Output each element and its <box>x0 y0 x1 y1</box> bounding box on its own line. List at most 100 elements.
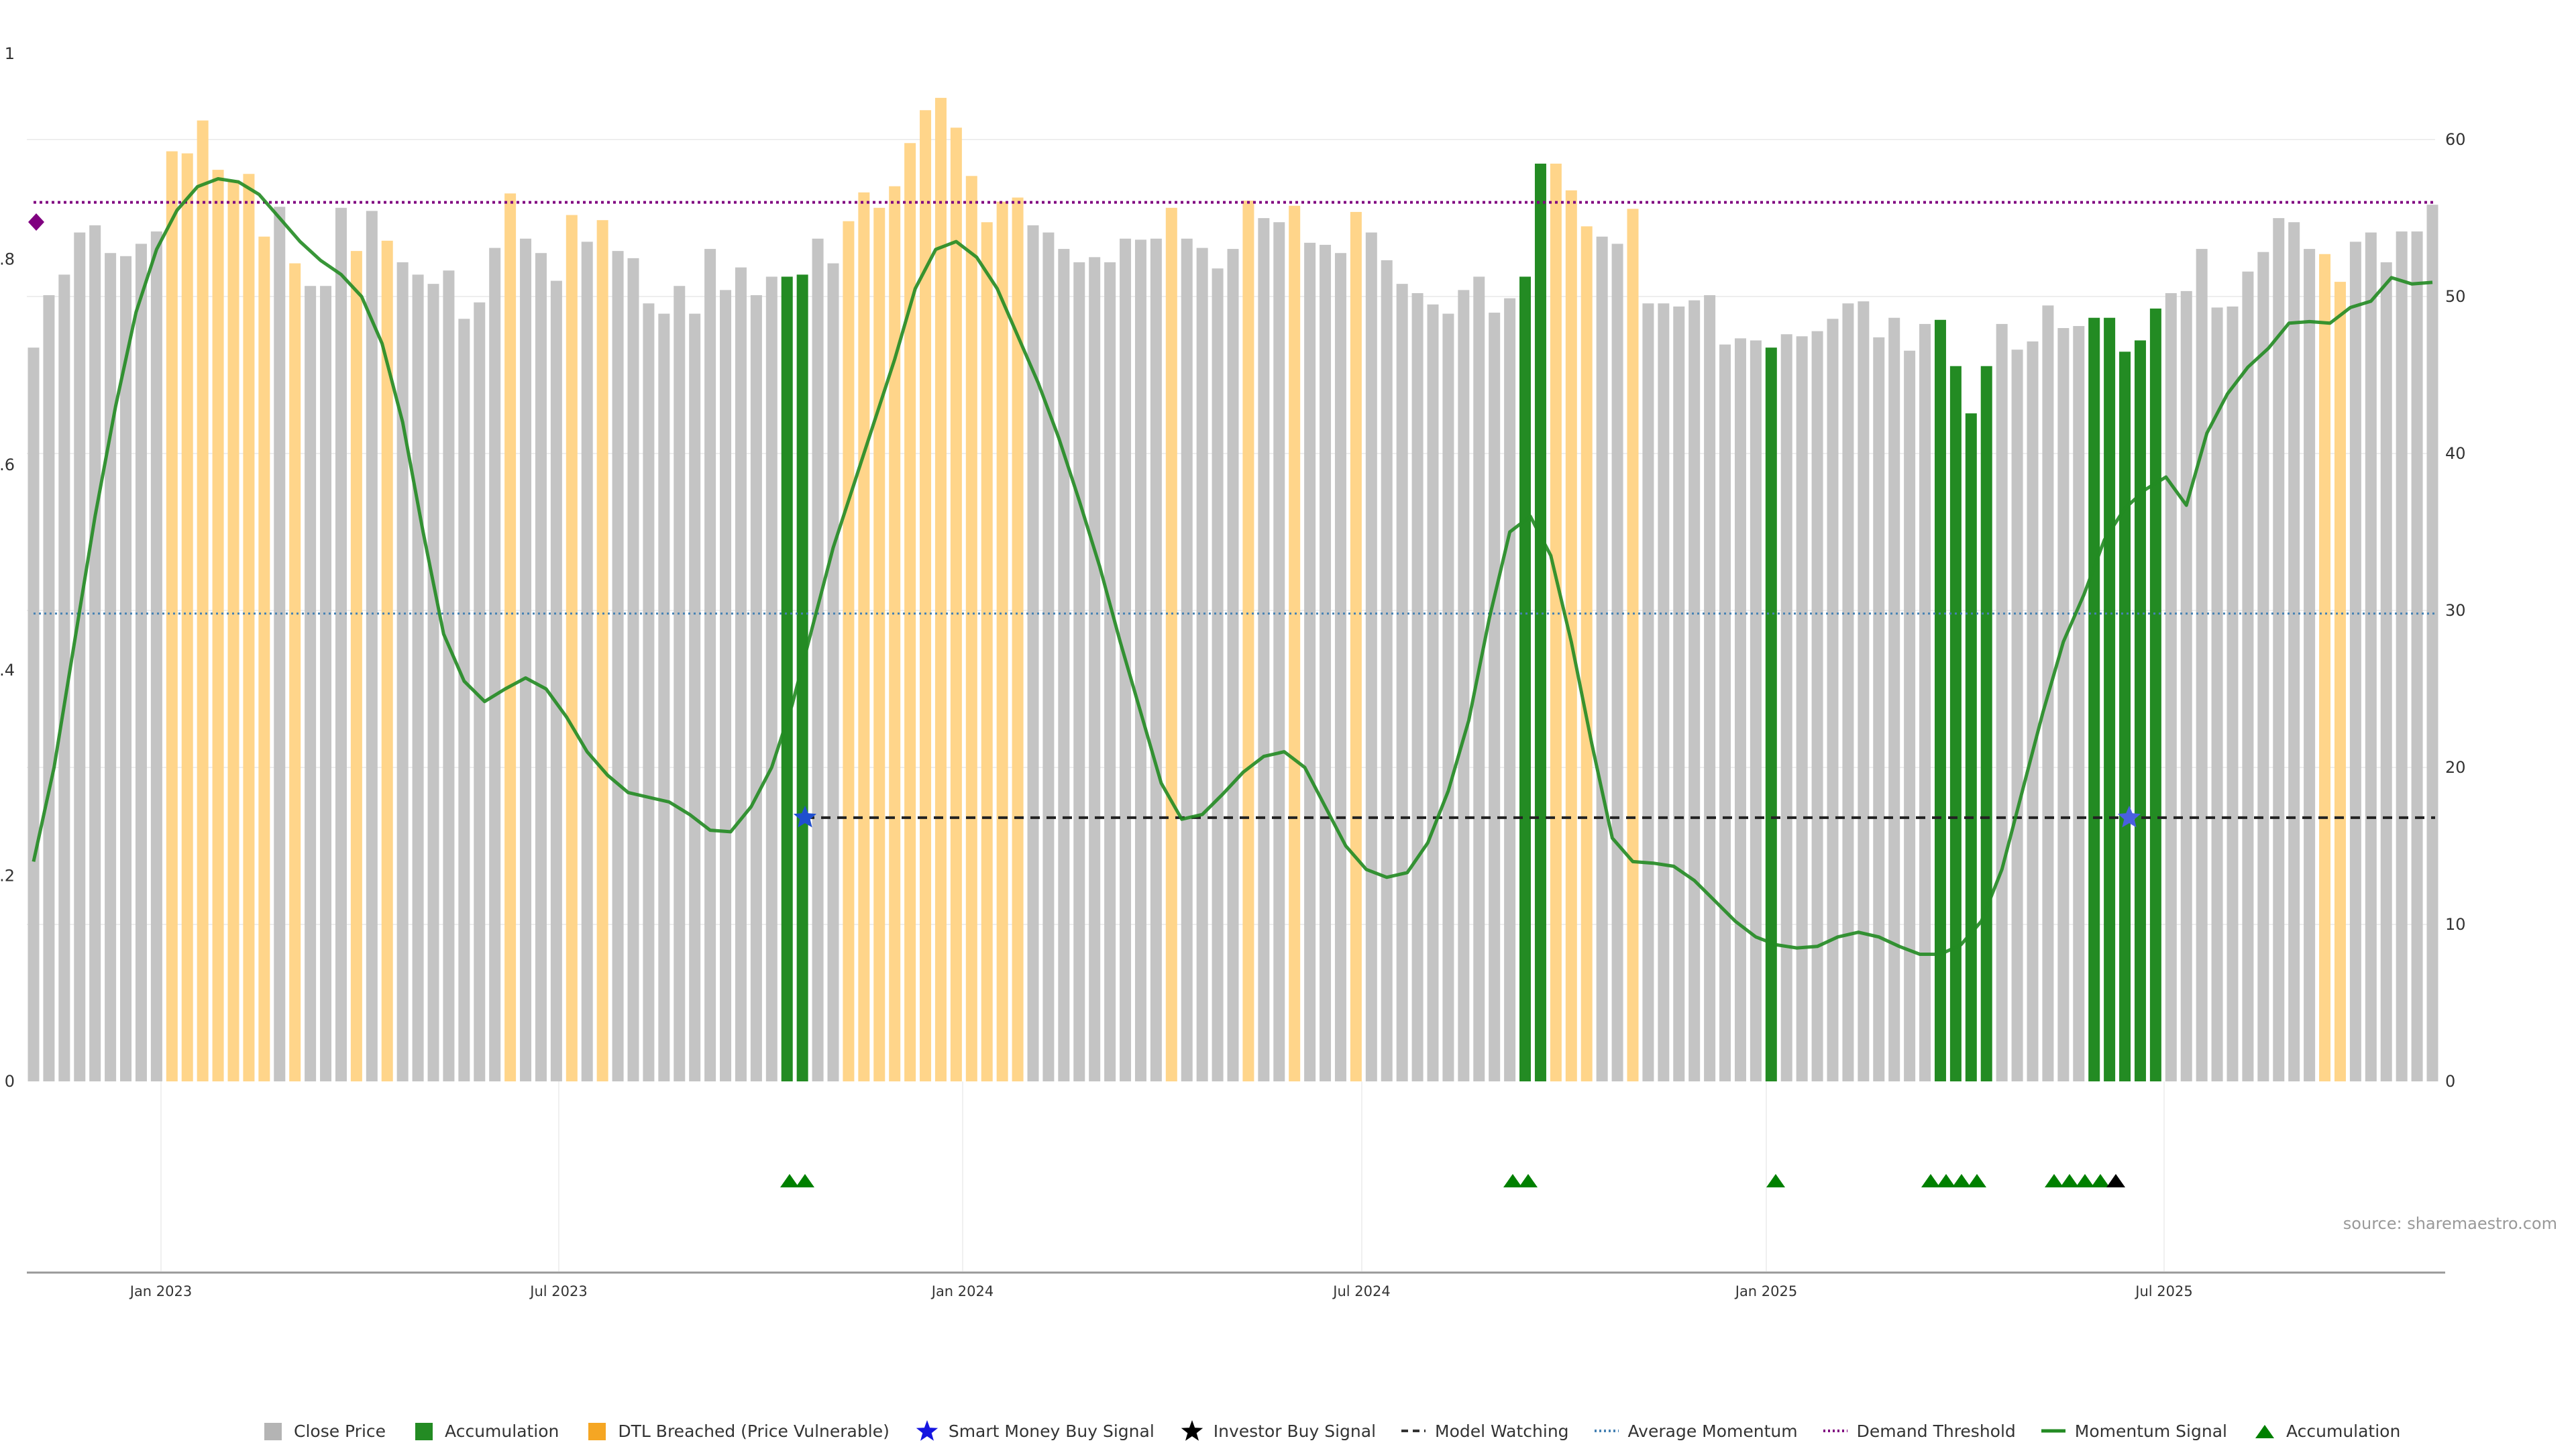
close-price-bar <box>1427 304 1439 1082</box>
left-tick-label: 0.6 <box>0 455 15 474</box>
dtl-breached-bar <box>258 236 270 1081</box>
close-price-bar <box>1365 232 1377 1081</box>
smart-money-buy-star <box>2117 805 2141 828</box>
close-price-bar <box>335 207 347 1081</box>
close-price-bar <box>1796 336 1808 1081</box>
accumulation-bar <box>2088 317 2100 1081</box>
close-price-bar <box>489 248 501 1082</box>
right-tick-label: 60 <box>2445 130 2466 149</box>
right-axis-ticks: 0 10 20 30 40 50 60 <box>2445 130 2466 1091</box>
close-price-bar <box>1458 290 1470 1081</box>
legend-label: Accumulation <box>445 1421 559 1441</box>
accumulation-marker <box>2060 1174 2079 1187</box>
legend-label: Average Momentum <box>1627 1421 1798 1441</box>
dtl-breached-bar <box>1289 205 1301 1082</box>
close-price-bar <box>320 286 332 1082</box>
left-tick-label: 0 <box>5 1072 15 1091</box>
close-price-bar <box>750 295 762 1081</box>
legend-label: Investor Buy Signal <box>1213 1421 1377 1441</box>
accumulation-marker <box>1921 1174 1940 1187</box>
close-price-bar <box>1688 300 1701 1082</box>
x-tick-label: Jul 2025 <box>2134 1283 2192 1299</box>
legend-label: Momentum Signal <box>2074 1421 2227 1441</box>
dtl-breached-bar <box>227 180 239 1081</box>
right-tick-label: 50 <box>2445 287 2466 306</box>
dtl-breached-bar <box>889 186 901 1082</box>
close-price-bar <box>2211 307 2223 1081</box>
x-axis-ticks: Jan 2023 Jul 2023 Jan 2024 Jul 2024 Jan 2025… <box>129 1283 2193 1299</box>
dtl-breached-bar <box>289 263 301 1081</box>
close-price-bar <box>1611 244 1623 1081</box>
dtl-breached-bar <box>873 207 885 1081</box>
dtl-breached-bar <box>920 110 932 1081</box>
accumulation-bar <box>1519 276 1532 1082</box>
legend-triangle-icon <box>2255 1425 2274 1438</box>
close-price-bar <box>366 211 378 1081</box>
close-price-bar <box>1073 262 1085 1082</box>
close-price-bar <box>1642 303 1654 1081</box>
close-price-bar <box>1734 338 1746 1081</box>
legend-label: Model Watching <box>1435 1421 1569 1441</box>
left-tick-label: 1 <box>5 44 15 63</box>
close-price-bar <box>704 249 716 1082</box>
close-price-bar <box>1996 323 2008 1081</box>
dtl-breached-bar <box>1350 211 1362 1082</box>
accumulation-marker <box>1968 1174 1986 1187</box>
close-price-bar <box>427 284 439 1082</box>
dtl-breached-bar <box>843 221 855 1081</box>
accumulation-marker <box>1766 1174 1785 1187</box>
close-price-bar <box>1719 344 1731 1081</box>
close-price-bar <box>827 263 839 1081</box>
reference-lines <box>28 201 2435 819</box>
legend-item: DTL Breached (Price Vulnerable) <box>584 1419 890 1443</box>
left-axis-ticks: 0 0.2 0.4 0.6 0.8 1 <box>0 44 15 1091</box>
momentum-signal-line <box>32 177 2433 956</box>
accumulation-marker <box>2076 1174 2094 1187</box>
accumulation-bar <box>1934 319 1946 1082</box>
close-price-bar <box>1658 303 1670 1081</box>
close-price-bar <box>2273 218 2285 1081</box>
close-price-bar <box>1273 222 1285 1081</box>
close-price-bar <box>1027 225 1039 1081</box>
accumulation-bar <box>781 276 793 1082</box>
accumulation-bar <box>1949 366 1962 1081</box>
dtl-breached-bar <box>1550 163 1562 1082</box>
dtl-breached-bar <box>904 143 916 1082</box>
dtl-breached-bar <box>858 192 870 1081</box>
legend-label: Smart Money Buy Signal <box>948 1421 1155 1441</box>
close-price-bar <box>720 290 732 1081</box>
close-price-bar <box>1381 260 1393 1081</box>
close-price-bar <box>1334 253 1346 1081</box>
close-price-bar <box>1320 244 1332 1081</box>
accumulation-marker <box>2091 1174 2110 1187</box>
right-tick-label: 20 <box>2445 758 2466 777</box>
legend: Close Price Accumulation DTL Breached (Pri… <box>260 1419 2418 1443</box>
close-price-bar <box>305 286 317 1082</box>
close-price-bar <box>1396 284 1408 1082</box>
accumulation-marker <box>796 1174 814 1187</box>
close-price-bar <box>1058 249 1070 1082</box>
close-price-bar <box>1212 268 1224 1081</box>
close-price-bar <box>150 231 162 1081</box>
dtl-breached-bar <box>596 220 608 1082</box>
close-price-bar <box>396 262 409 1082</box>
accumulation-marker <box>780 1174 799 1187</box>
legend-square-icon <box>264 1423 282 1440</box>
accumulation-bar <box>2149 308 2161 1081</box>
close-price-bar <box>1504 298 1516 1082</box>
close-price-bar <box>1888 317 1900 1081</box>
legend-label: Demand Threshold <box>1856 1421 2016 1441</box>
close-price-bar <box>2304 249 2316 1082</box>
close-price-bar <box>1489 313 1501 1082</box>
dtl-breached-bar <box>381 240 393 1082</box>
dtl-breached-bar <box>2334 282 2346 1081</box>
close-price-bar <box>2027 341 2039 1082</box>
legend-label: Accumulation <box>2286 1421 2401 1441</box>
dtl-breached-bar <box>197 120 209 1082</box>
dtl-breached-bar <box>181 153 193 1081</box>
legend-dash-icon <box>1401 1430 1426 1432</box>
close-price-bar <box>1304 242 1316 1082</box>
left-tick-label: 0.4 <box>0 661 15 680</box>
right-tick-label: 10 <box>2445 915 2466 934</box>
legend-item: Model Watching <box>1401 1419 1569 1443</box>
